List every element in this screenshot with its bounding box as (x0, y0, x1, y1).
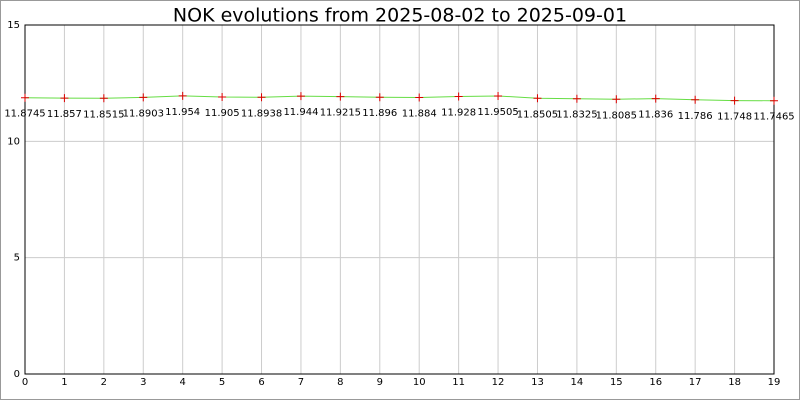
marker (336, 92, 345, 101)
chart-title: NOK evolutions from 2025-08-02 to 2025-0… (173, 5, 627, 27)
marker (651, 94, 660, 103)
value-label: 11.8505 (517, 109, 558, 120)
x-tick-label: 10 (413, 377, 426, 388)
value-label: 11.8938 (241, 108, 282, 119)
value-label: 11.836 (638, 110, 673, 121)
value-label: 11.944 (283, 107, 318, 118)
value-label: 11.8745 (4, 109, 45, 120)
value-label: 11.884 (402, 108, 437, 119)
marker (375, 93, 384, 102)
x-tick-label: 2 (101, 377, 107, 388)
marker (533, 94, 542, 103)
marker (178, 91, 187, 100)
x-tick-label: 13 (531, 377, 544, 388)
plot-border (24, 24, 775, 375)
value-label: 11.8085 (596, 110, 637, 121)
value-label: 11.896 (362, 108, 397, 119)
x-tick-label: 11 (452, 377, 465, 388)
x-tick-label: 12 (492, 377, 505, 388)
value-label: 11.7465 (753, 112, 794, 123)
marker (572, 94, 581, 103)
value-label: 11.786 (678, 111, 713, 122)
value-label: 11.748 (717, 112, 752, 123)
y-tick-label: 0 (14, 369, 20, 380)
y-tick-label: 5 (14, 253, 20, 264)
x-tick-label: 19 (768, 377, 781, 388)
marker (415, 93, 424, 102)
value-label: 11.9215 (320, 108, 361, 119)
x-tick-label: 7 (298, 377, 304, 388)
marker (218, 93, 227, 102)
value-label: 11.954 (165, 107, 200, 118)
value-label: 11.8325 (556, 110, 597, 121)
x-tick-label: 3 (140, 377, 146, 388)
marker (99, 94, 108, 103)
marker (612, 95, 621, 104)
marker (770, 96, 778, 105)
value-label: 11.928 (441, 107, 476, 118)
marker (730, 96, 739, 105)
x-tick-label: 5 (219, 377, 225, 388)
x-tick-label: 17 (689, 377, 702, 388)
value-label: 11.905 (205, 108, 240, 119)
marker (60, 94, 69, 103)
x-tick-label: 14 (571, 377, 584, 388)
x-tick-label: 6 (258, 377, 264, 388)
marker (296, 92, 305, 101)
line (24, 95, 775, 102)
marker (21, 93, 29, 102)
marker (691, 95, 700, 104)
value-label: 11.8515 (83, 109, 124, 120)
x-tick-label: 8 (337, 377, 343, 388)
marker (139, 93, 148, 102)
value-label: 11.8903 (123, 108, 164, 119)
x-tick-label: 9 (377, 377, 383, 388)
y-tick-label: 15 (7, 20, 20, 31)
marker (454, 92, 463, 101)
x-tick-label: 0 (22, 377, 28, 388)
x-tick-label: 18 (728, 377, 741, 388)
y-tick-label: 10 (7, 136, 20, 147)
x-tick-label: 15 (610, 377, 623, 388)
x-tick-label: 4 (179, 377, 185, 388)
value-label: 11.9505 (477, 107, 518, 118)
x-tick-label: 16 (649, 377, 662, 388)
x-tick-label: 1 (61, 377, 67, 388)
marker (494, 91, 503, 100)
value-label: 11.857 (47, 109, 82, 120)
marker (257, 93, 266, 102)
